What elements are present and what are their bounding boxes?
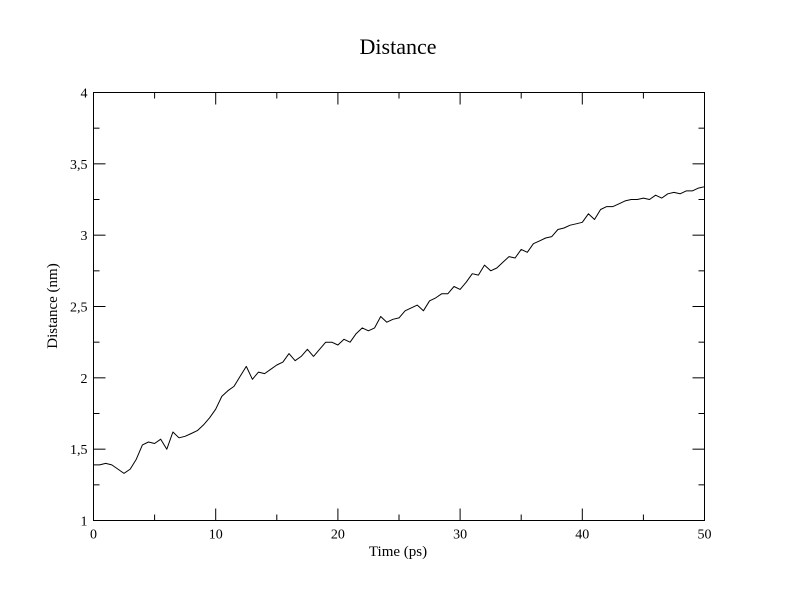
y-tick-label: 1 [81, 515, 88, 530]
plot-area [93, 92, 705, 521]
x-tick-label: 30 [453, 528, 467, 543]
y-tick-label: 3 [81, 229, 88, 244]
y-axis: 1 1,5 2 2,5 3 3,5 4 [70, 87, 705, 530]
chart-title: Distance [360, 34, 437, 59]
x-axis-label: Time (ps) [369, 544, 427, 560]
x-tick-label: 10 [209, 528, 223, 543]
x-tick-label: 0 [90, 528, 97, 543]
x-axis: 0 10 20 30 40 50 [90, 92, 712, 543]
y-axis-label: Distance (nm) [45, 263, 61, 348]
plot-frame [93, 92, 705, 521]
distance-series-line [93, 186, 705, 474]
y-tick-label: 1,5 [70, 443, 88, 458]
x-tick-label: 50 [698, 528, 712, 543]
y-tick-label: 4 [81, 87, 88, 102]
x-tick-label: 40 [575, 528, 589, 543]
y-tick-label: 2,5 [70, 301, 88, 316]
x-tick-label: 20 [331, 528, 345, 543]
y-tick-label: 2 [81, 372, 88, 387]
y-tick-label: 3,5 [70, 158, 88, 173]
